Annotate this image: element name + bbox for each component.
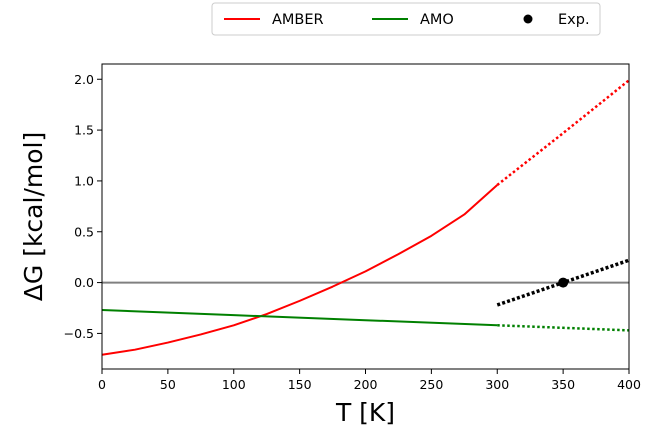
x-tick-label: 150 (288, 377, 312, 392)
x-axis-label: T [K] (335, 398, 395, 427)
legend-exp-label: Exp. (558, 12, 590, 28)
y-axis-label: ΔG [kcal/mol] (19, 132, 48, 301)
x-axis: 0 50 100 150 200 250 300 350 400 (98, 369, 641, 392)
y-tick-label: 2.0 (74, 72, 94, 87)
y-tick-label: 0.0 (74, 275, 94, 290)
y-tick-label: 0.5 (74, 224, 94, 239)
y-tick-label: 1.0 (74, 173, 94, 188)
y-tick-label: 1.5 (74, 123, 94, 138)
series-exp-point (558, 277, 569, 288)
x-tick-label: 250 (419, 377, 443, 392)
x-tick-label: 50 (160, 377, 176, 392)
x-tick-label: 0 (98, 377, 106, 392)
legend-amo-label: AMO (420, 12, 454, 28)
axes-frame (101, 63, 630, 370)
x-tick-label: 200 (354, 377, 378, 392)
legend-amber-label: AMBER (272, 12, 324, 28)
y-axis: −0.5 0.0 0.5 1.0 1.5 2.0 (64, 72, 102, 341)
legend: AMBER AMO Exp. (211, 2, 601, 36)
plot-area (101, 79, 630, 356)
x-tick-label: 300 (485, 377, 509, 392)
x-tick-label: 350 (551, 377, 575, 392)
series-amber-extrapolated-line (496, 79, 630, 186)
series-amo-line (101, 309, 498, 327)
legend-exp-swatch (523, 14, 533, 24)
series-amber-line (101, 184, 498, 356)
x-tick-label: 400 (617, 377, 641, 392)
x-tick-label: 100 (222, 377, 246, 392)
y-tick-label: −0.5 (64, 326, 94, 341)
series-amo-extrapolated-line (497, 324, 630, 332)
